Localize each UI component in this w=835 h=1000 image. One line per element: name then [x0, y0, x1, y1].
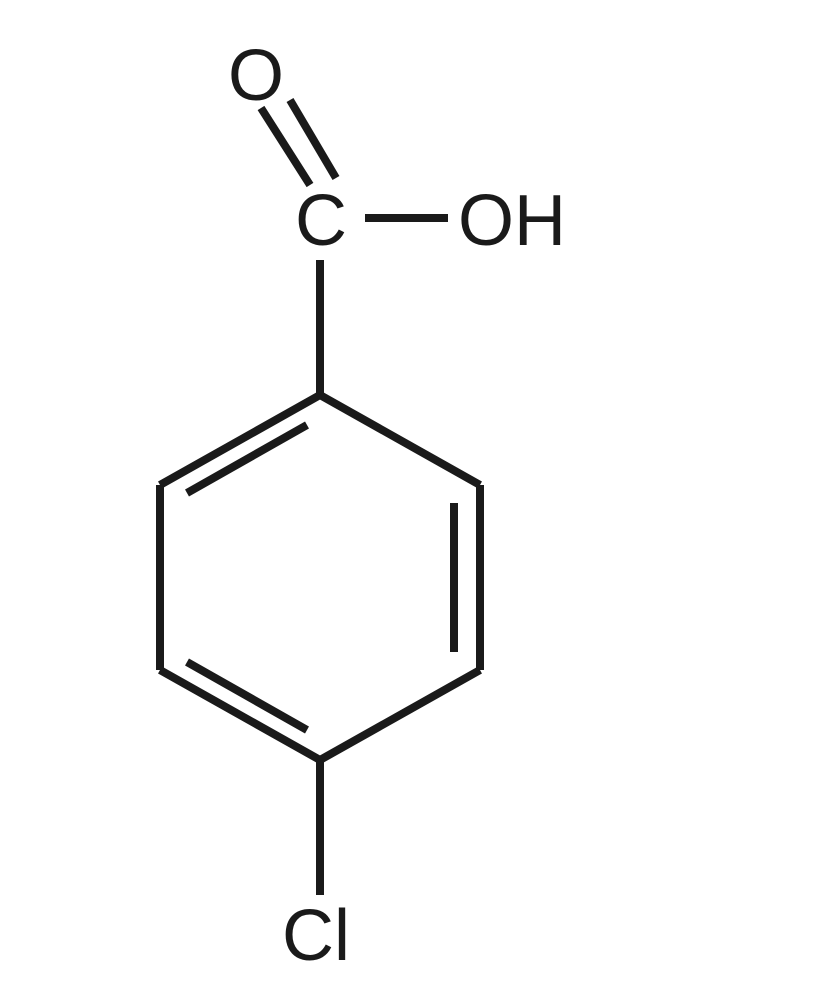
molecule-diagram: O C OH Cl [0, 0, 835, 1000]
atom-cl: Cl [282, 896, 350, 976]
atom-oh: OH [458, 181, 566, 261]
benzene-ring [160, 395, 480, 760]
atom-c-carboxyl: C [295, 181, 347, 261]
atom-o-double: O [228, 36, 284, 116]
